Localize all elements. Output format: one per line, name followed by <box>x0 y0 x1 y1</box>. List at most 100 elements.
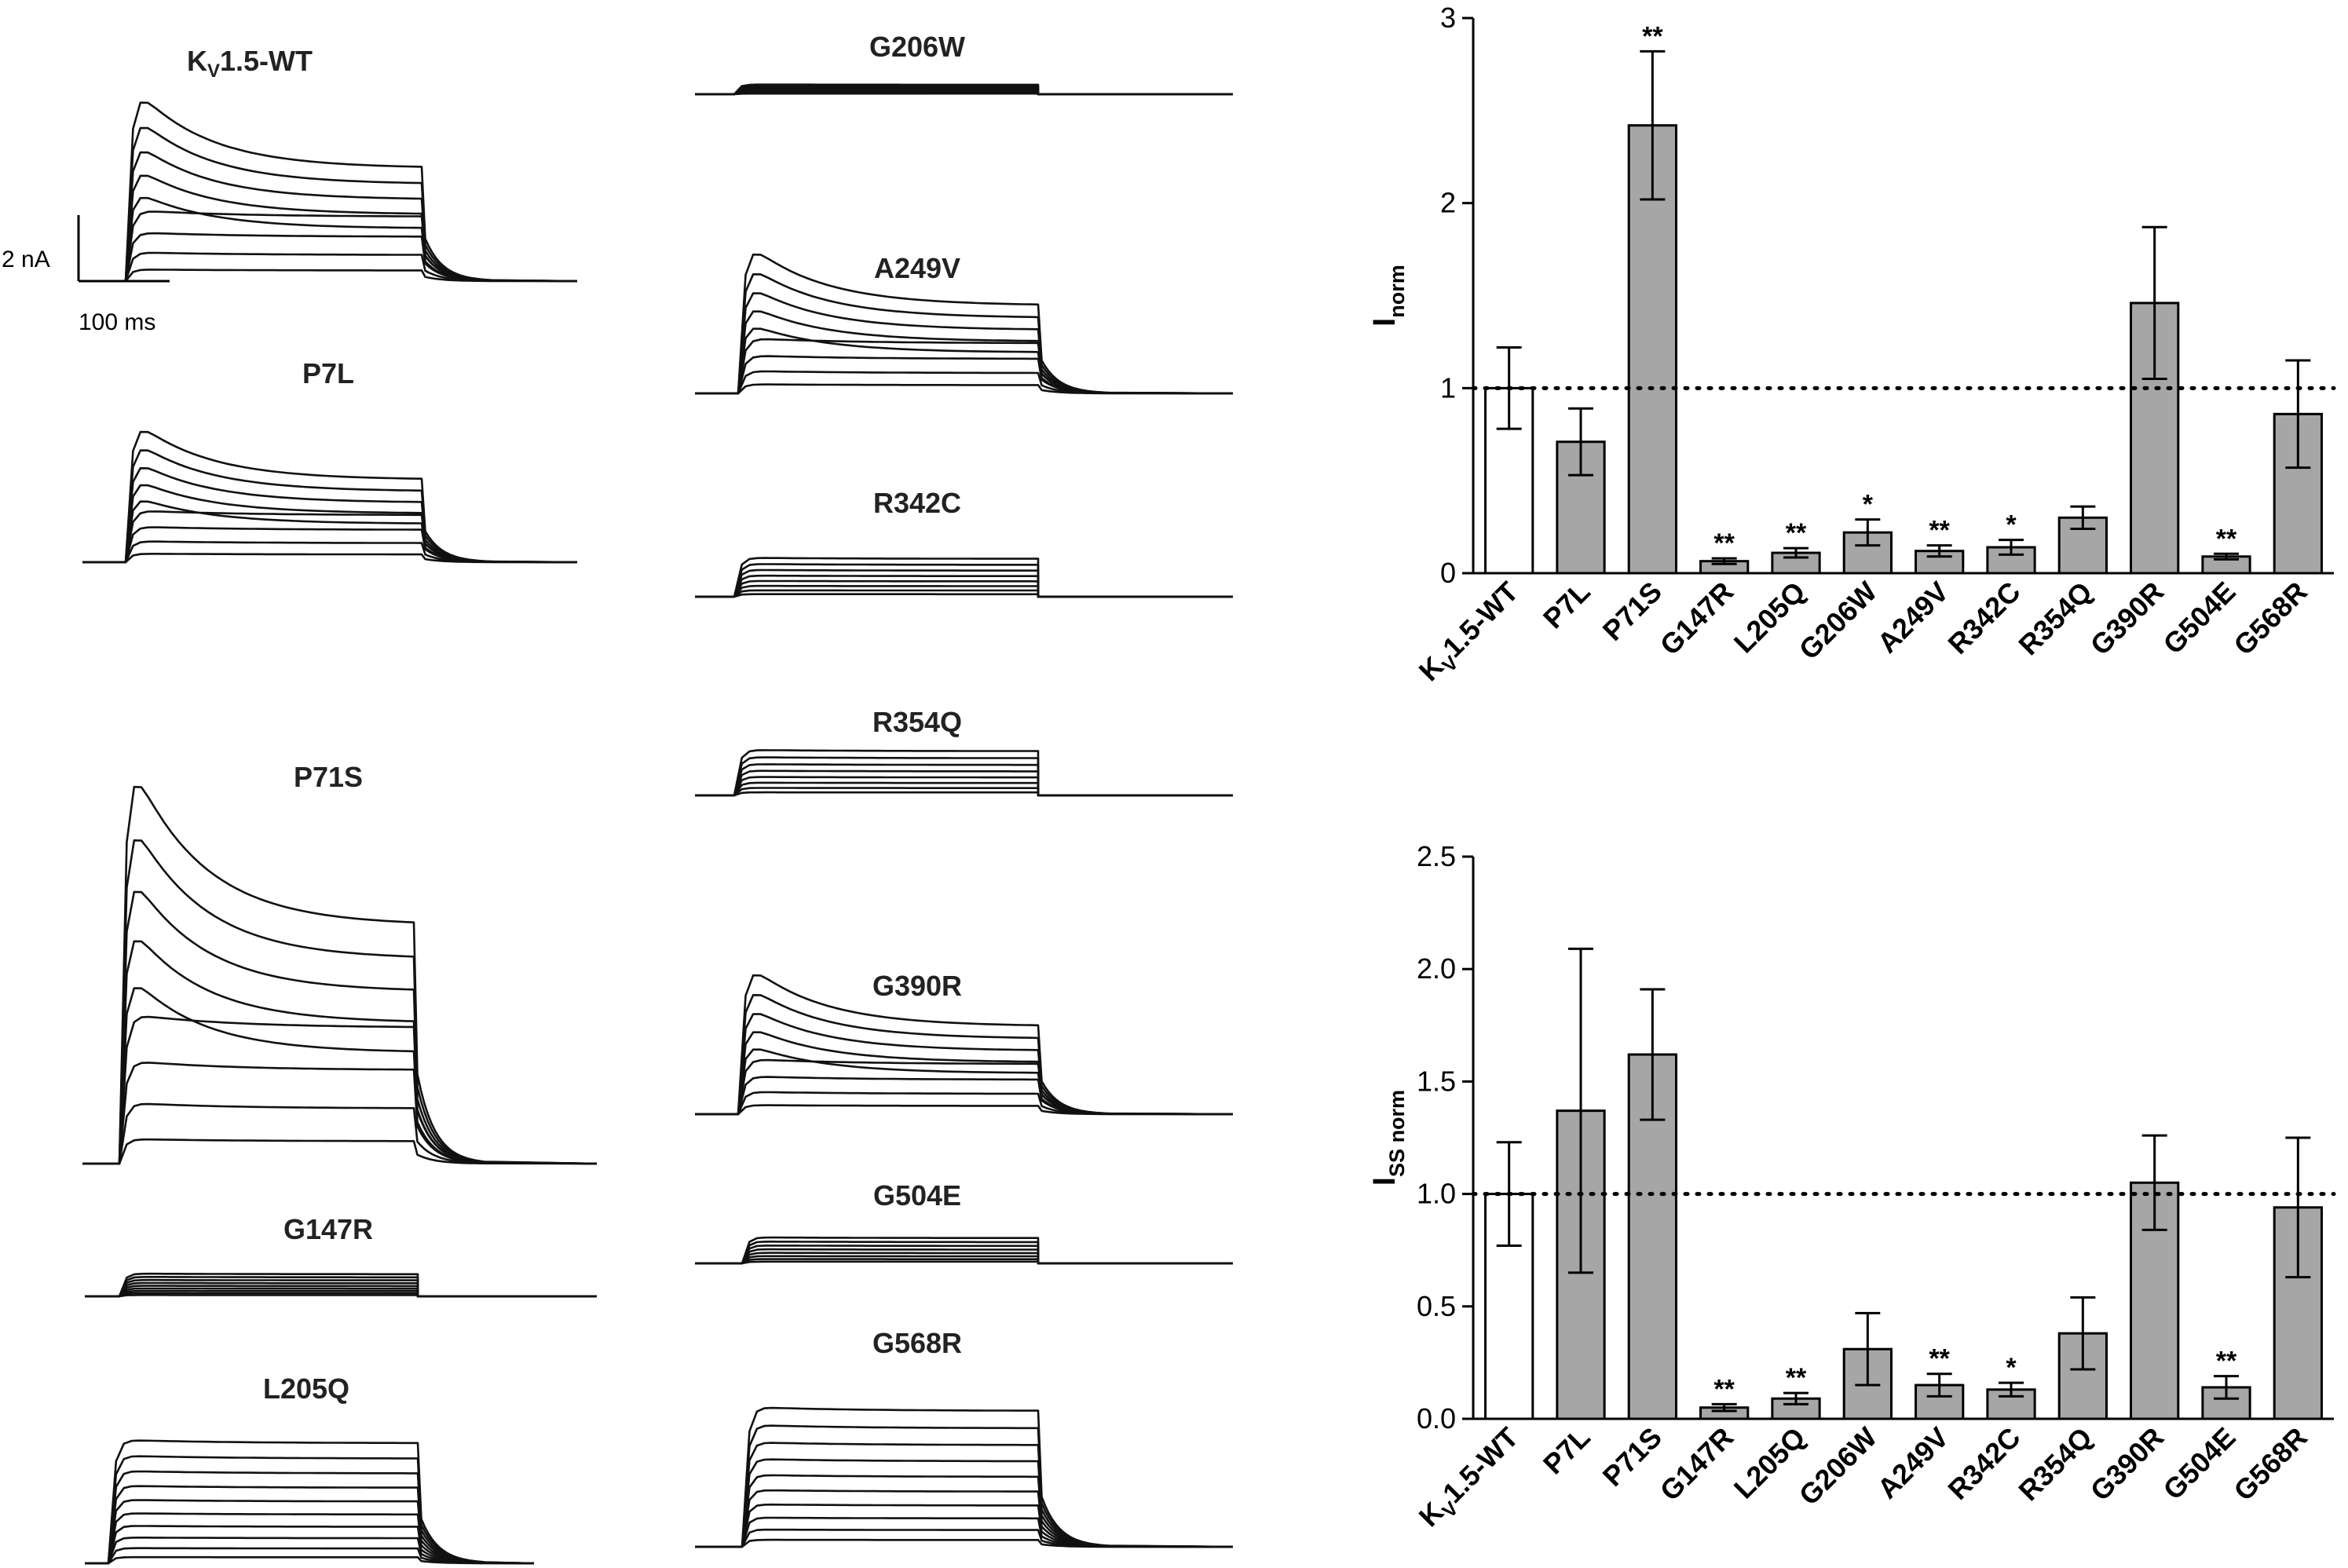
trace-panel-label: R354Q <box>872 706 962 738</box>
x-tick-label: P7L <box>1537 576 1596 635</box>
x-tick-label: KV1.5-WT <box>1413 1421 1529 1537</box>
y-tick-label: 0 <box>1440 557 1456 589</box>
current-sweep-trace <box>695 1076 1234 1116</box>
current-sweep-trace <box>695 83 1233 96</box>
trace-panel-label: A249V <box>874 252 960 284</box>
current-sweep-trace <box>85 1289 597 1298</box>
current-sweep-trace <box>82 101 578 283</box>
current-sweep-trace <box>695 776 1233 797</box>
y-tick-label: 2 <box>1440 187 1456 219</box>
trace-panel-p71s: P71S <box>82 761 598 1165</box>
current-sweep-trace <box>82 540 578 564</box>
current-sweep-trace <box>695 974 1234 1116</box>
current-sweep-trace <box>695 1406 1234 1548</box>
current-sweep-trace <box>695 370 1234 395</box>
x-tick-label: G390R <box>2084 576 2171 662</box>
current-sweep-trace <box>695 1031 1234 1116</box>
current-sweep-trace <box>82 484 578 564</box>
x-tick-label: G147R <box>1654 1421 1740 1508</box>
current-sweep-trace <box>695 88 1233 96</box>
significance-marker: ** <box>1713 528 1735 558</box>
significance-marker: ** <box>1929 1344 1950 1374</box>
y-tick-label: 1.5 <box>1417 1065 1456 1097</box>
bar-a249v <box>1915 1383 1965 1420</box>
current-sweep-trace <box>82 126 578 283</box>
current-sweep-trace <box>695 1255 1233 1265</box>
x-tick-label: G504E <box>2156 576 2241 660</box>
trace-panel-label: G504E <box>873 1179 961 1212</box>
trace-panel-p7l: P7L <box>82 357 578 564</box>
x-tick-label: G390R <box>2084 1421 2171 1508</box>
x-tick-label: R354Q <box>2012 576 2098 662</box>
current-sweep-trace <box>695 1458 1234 1548</box>
current-sweep-trace <box>695 355 1234 395</box>
current-sweep-trace <box>695 1236 1233 1265</box>
current-sweep-trace <box>695 1248 1233 1265</box>
current-sweep-trace <box>85 1276 597 1298</box>
current-sweep-trace <box>82 987 598 1165</box>
current-sweep-trace <box>85 1287 597 1298</box>
y-tick-label: 2.5 <box>1417 840 1456 872</box>
current-sweep-trace <box>695 86 1233 96</box>
current-sweep-trace <box>695 1528 1234 1548</box>
current-sweep-trace <box>695 589 1233 598</box>
current-sweep-trace <box>695 1260 1233 1265</box>
current-sweep-trace <box>695 593 1233 598</box>
trace-panel-kv1-5-wt: KV1.5-WT <box>82 45 578 283</box>
significance-marker: * <box>2006 510 2017 540</box>
trace-panel-label: L205Q <box>263 1372 349 1405</box>
current-sweep-trace <box>695 563 1233 598</box>
x-tick-label: G568R <box>2227 576 2313 662</box>
trace-panel-label: P7L <box>302 357 354 389</box>
current-sweep-trace <box>85 1292 597 1298</box>
y-tick-label: 2.0 <box>1417 952 1456 985</box>
trace-panel-g206w: G206W <box>695 31 1233 96</box>
x-tick-label: R342C <box>1941 1421 2026 1506</box>
trace-panel-g568r: G568R <box>695 1327 1234 1548</box>
significance-marker: ** <box>1713 1374 1735 1404</box>
current-sweep-trace <box>695 273 1234 395</box>
scale-bar: 2 nA 100 ms <box>2 215 170 335</box>
current-sweep-trace <box>695 574 1233 598</box>
y-axis-label: Inorm <box>1367 265 1409 327</box>
x-tick-label: KV1.5-WT <box>1413 576 1529 692</box>
trace-panel-r342c: R342C <box>695 487 1233 598</box>
current-sweep-trace <box>695 994 1234 1116</box>
current-sweep-trace <box>82 430 578 564</box>
current-sweep-trace <box>695 769 1233 797</box>
current-sweep-trace <box>85 1470 535 1565</box>
y-axis-label: ISS norm <box>1367 1090 1409 1186</box>
x-tick-label: R354Q <box>2012 1421 2098 1508</box>
current-sweep-trace <box>695 89 1233 96</box>
trace-panel-label: R342C <box>873 487 961 519</box>
y-tick-label: 1.0 <box>1417 1178 1456 1210</box>
trace-panel-label: KV1.5-WT <box>187 45 313 82</box>
current-sweep-trace <box>82 890 598 1165</box>
y-tick-label: 3 <box>1440 2 1456 34</box>
x-tick-label: G504E <box>2156 1421 2241 1506</box>
trace-panel-label: G206W <box>869 31 965 63</box>
current-sweep-trace <box>85 1272 597 1298</box>
current-sweep-trace <box>695 1474 1234 1548</box>
trace-panel-l205q: L205Q <box>85 1372 535 1565</box>
current-sweep-trace <box>695 749 1233 797</box>
current-sweep-trace <box>85 1281 597 1298</box>
current-sweep-trace <box>695 1241 1233 1265</box>
scale-bar-current-label: 2 nA <box>2 247 50 272</box>
current-sweep-trace <box>85 1285 597 1298</box>
current-sweep-trace <box>695 763 1233 797</box>
significance-marker: * <box>1863 490 1874 520</box>
current-sweep-trace <box>82 526 578 564</box>
trace-panel-label: G390R <box>872 970 962 1002</box>
y-tick-label: 1 <box>1440 371 1456 404</box>
bar-a249v <box>1915 550 1965 575</box>
current-sweep-trace <box>85 1278 597 1298</box>
y-tick-label: 0.5 <box>1417 1290 1456 1322</box>
trace-panel-g390r: G390R <box>695 970 1234 1116</box>
trace-panel-g147r: G147R <box>85 1213 597 1298</box>
current-sweep-trace <box>695 1252 1233 1265</box>
current-sweep-trace <box>85 1294 597 1298</box>
trace-panel-a249v: A249V <box>695 252 1234 395</box>
x-tick-label: G206W <box>1793 1421 1883 1511</box>
